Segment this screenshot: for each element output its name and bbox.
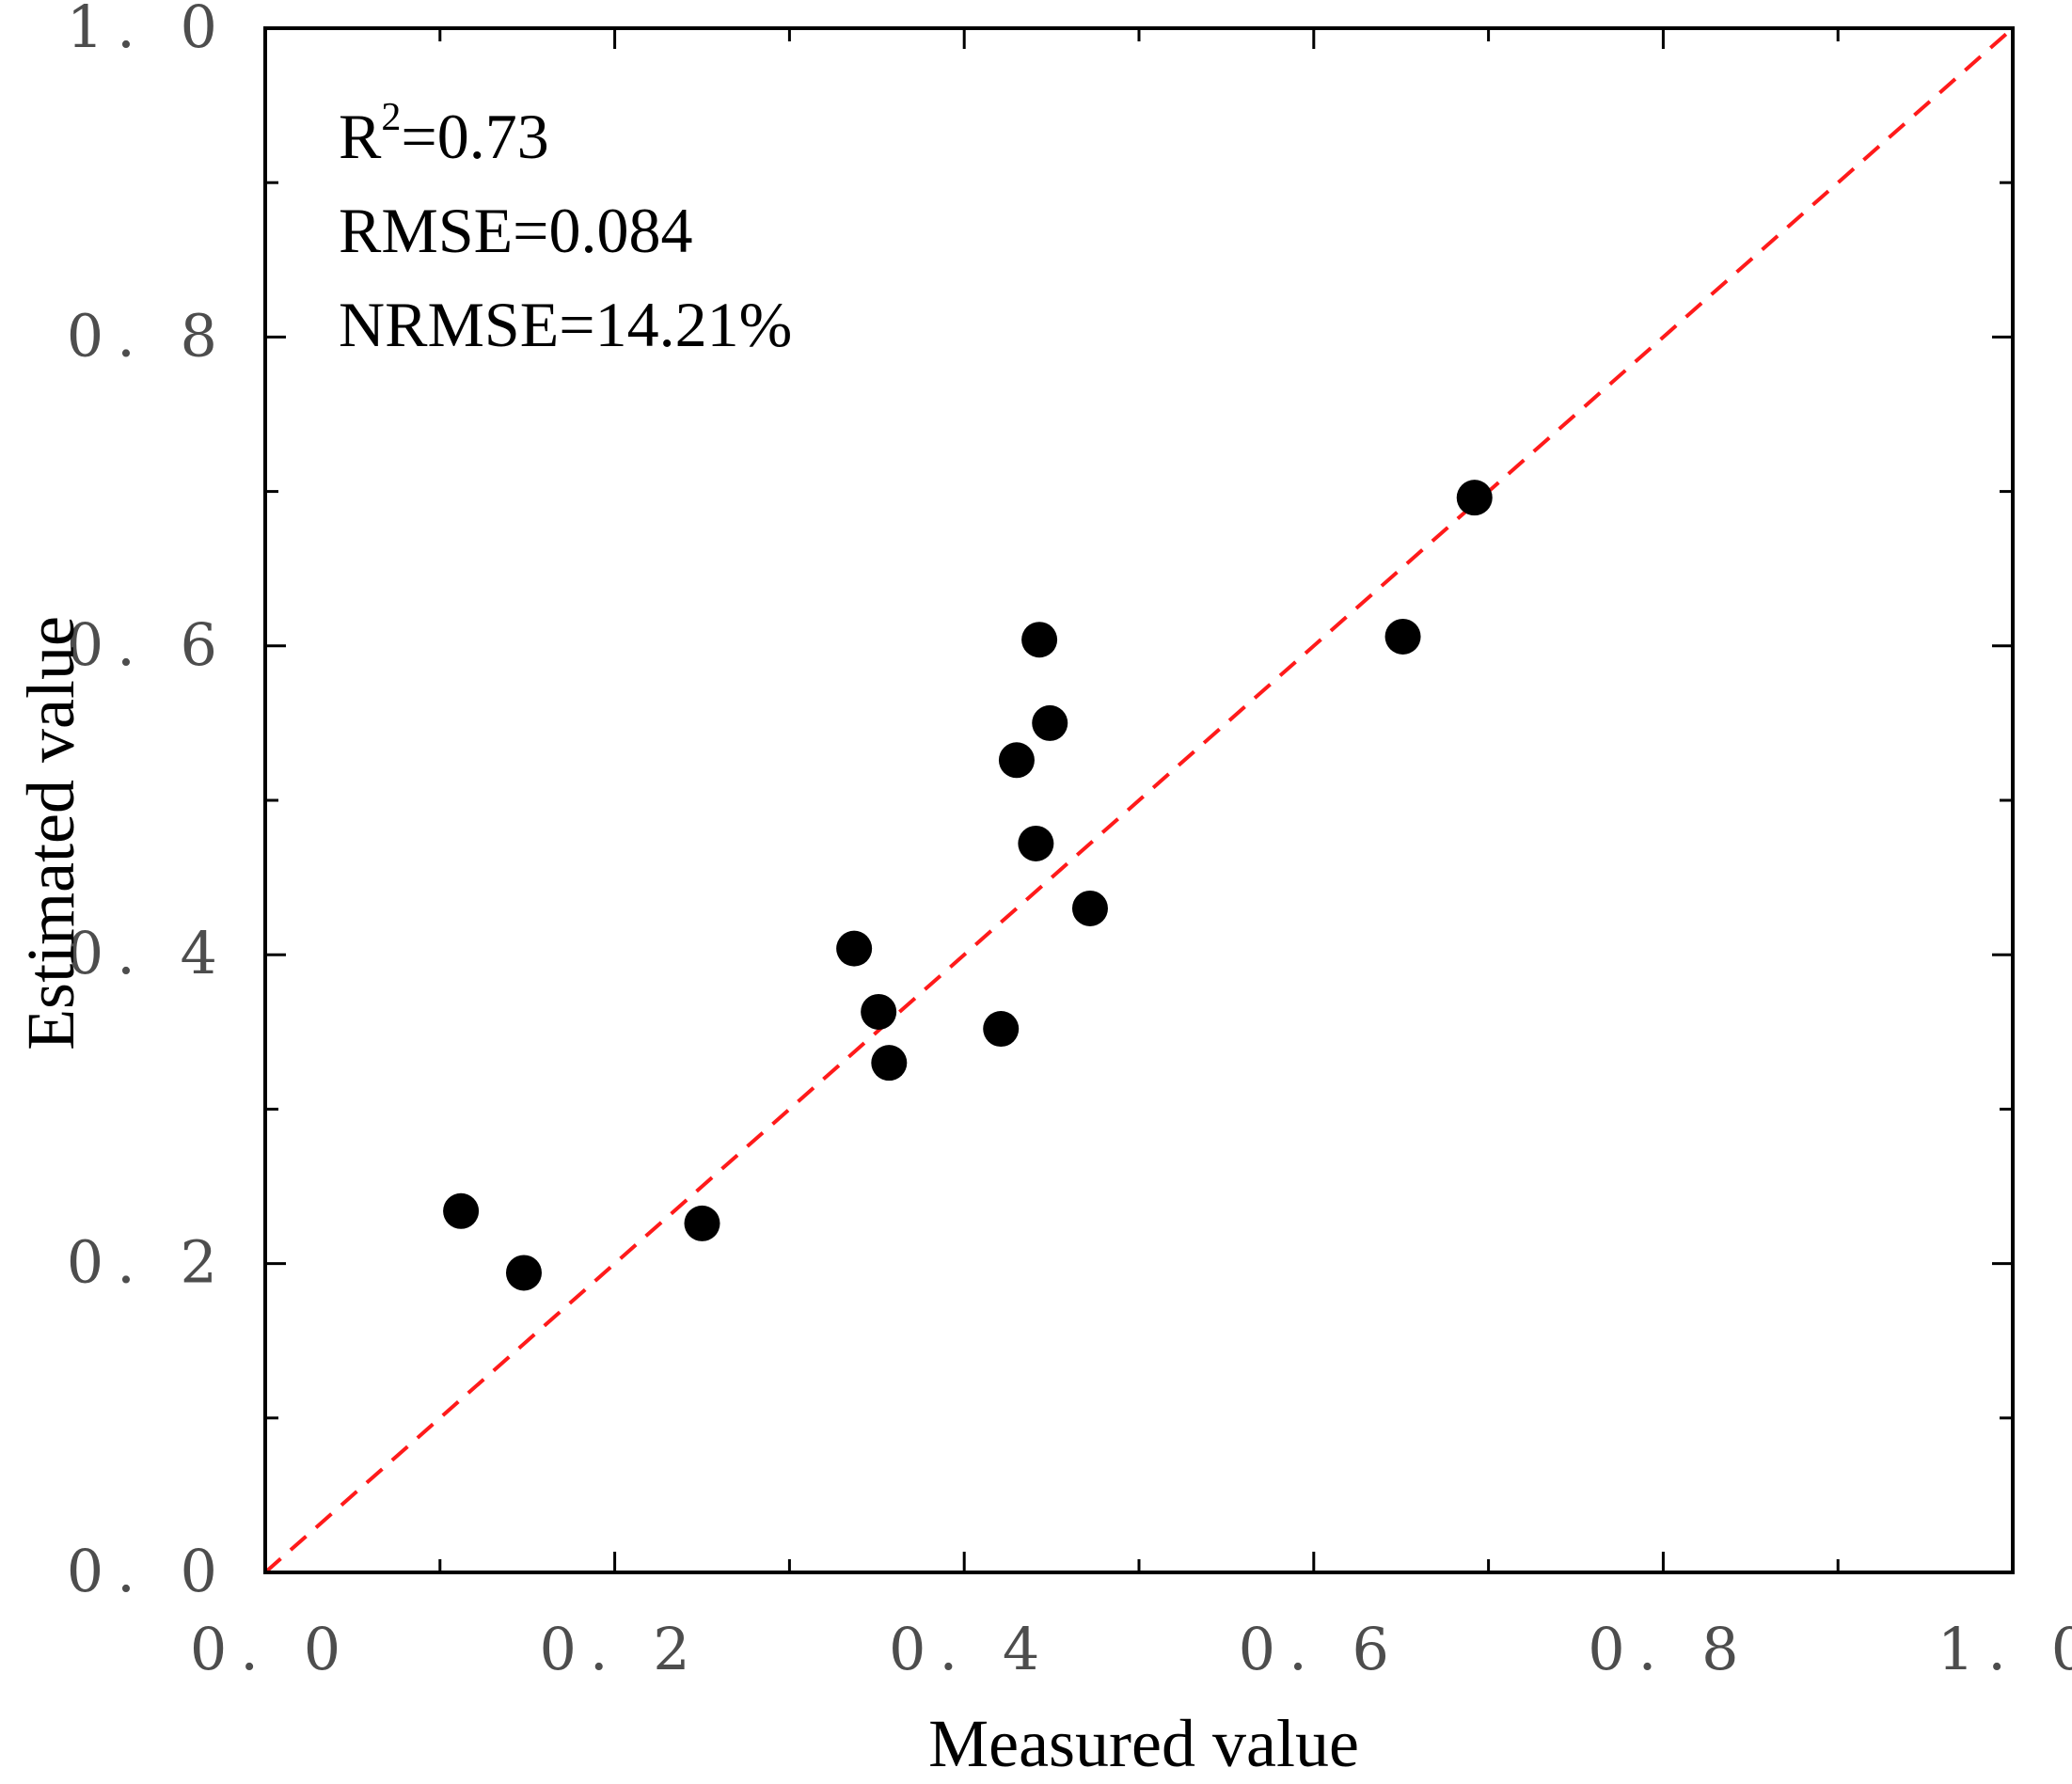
y-tick-label: 0. 2 (67, 1228, 230, 1297)
axis-ticks (265, 28, 2013, 1572)
x-tick-label: 0. 8 (1588, 1615, 1751, 1683)
data-point (1384, 618, 1421, 655)
y-tick-label: 1. 0 (67, 0, 230, 61)
y-tick-label: 0. 4 (67, 919, 230, 987)
data-point (871, 1045, 908, 1081)
x-tick-label: 0. 0 (190, 1615, 354, 1683)
data-points (443, 480, 1493, 1291)
tick-labels: 0. 0 0. 2 0. 4 0. 6 0. 8 1. 0 0. 0 0. 2 0. 4 0. 6… (67, 0, 2072, 1683)
plot-frame (263, 26, 2015, 1574)
y-axis-title: Estimated value (13, 616, 88, 1050)
y-tick-label: 0. 6 (67, 610, 230, 679)
x-tick-label: 0. 4 (889, 1615, 1052, 1683)
data-point (836, 930, 873, 967)
one-to-one-line (263, 26, 2015, 1574)
x-tick-label: 1. 0 (1938, 1615, 2072, 1683)
data-point (505, 1255, 542, 1291)
x-tick-label: 0. 2 (539, 1615, 703, 1683)
data-point (983, 1011, 1020, 1048)
rmse-text: RMSE=0.084 (339, 195, 693, 266)
r2-superscript: 2 (381, 96, 401, 139)
data-point (443, 1192, 480, 1229)
x-axis-title: Measured value (928, 1706, 1359, 1781)
data-point (1071, 890, 1108, 926)
data-point (684, 1205, 720, 1241)
r2-text: R2=0.73 (339, 96, 549, 172)
data-point (1018, 825, 1054, 861)
data-point (1456, 480, 1493, 516)
nrmse-text: NRMSE=14.21% (339, 289, 792, 360)
data-point (861, 993, 897, 1030)
data-point (1032, 704, 1068, 741)
data-point (998, 742, 1035, 779)
x-tick-label: 0. 6 (1239, 1615, 1402, 1683)
y-tick-label: 0. 0 (67, 1537, 230, 1605)
y-tick-label: 0. 8 (67, 301, 230, 370)
data-point (1021, 622, 1058, 658)
